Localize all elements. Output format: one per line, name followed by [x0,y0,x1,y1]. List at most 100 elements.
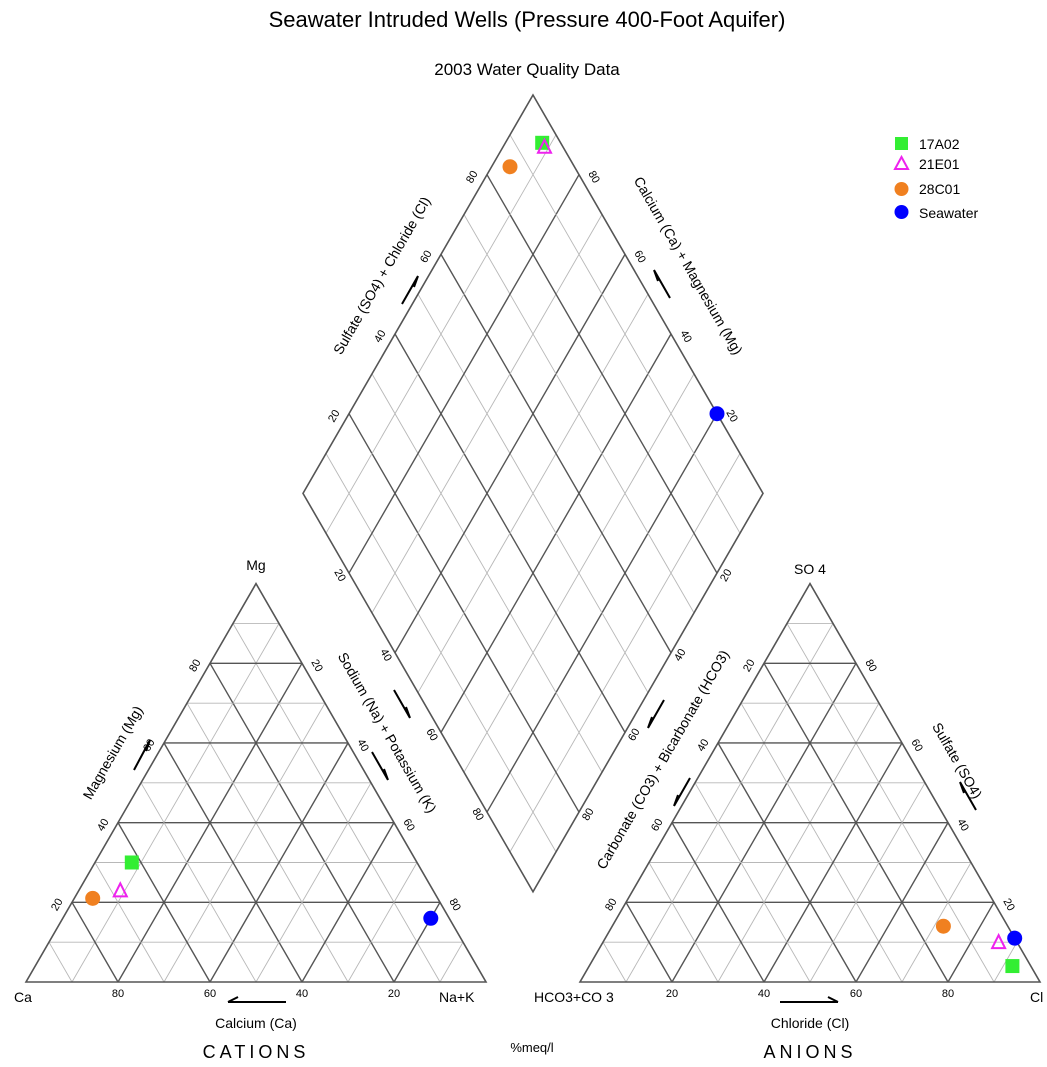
cation-right-tick: 80 [446,897,463,914]
anion-bottom-axis-label: Chloride (Cl) [771,1015,850,1031]
diamond-lower-left-tick: 40 [377,647,394,664]
diamond-gridline [371,214,603,614]
anion-gridline [901,862,972,983]
anion-gridline [648,862,719,983]
anion-bottom-tick: 60 [850,988,862,1000]
cation-point-28c01 [85,890,101,906]
anion-gridline [625,901,673,983]
cation-left-tick: 20 [49,897,66,914]
diamond-gridline [417,293,649,693]
diamond-gridline [394,253,626,654]
anion-left-tick: 20 [741,657,758,674]
diamond-lower-right-tick: 40 [672,647,689,664]
anion-bottom-tick: 40 [758,988,770,1000]
legend-label-28c01: 28C01 [919,181,960,197]
anion-bottom-arrow [780,996,839,1003]
grid-layer [24,93,1042,983]
anions-group-label: ANIONS [763,1042,856,1062]
cation-gridline [71,901,119,983]
cation-gridline [255,782,372,983]
cation-gridline [439,941,464,983]
cation-corner-mg: Mg [246,557,265,573]
anion-right-tick: 40 [954,817,971,834]
diamond-upper-left-tick: 80 [464,169,481,186]
diamond-gridline [348,174,580,574]
diamond-left-arrow [401,275,419,305]
anion-left-arrow [673,777,691,807]
cation-bottom-axis-label: Calcium (Ca) [215,1015,297,1031]
anion-point-28c01 [935,918,951,934]
cation-right-tick: 40 [354,737,371,754]
cation-gridline [117,822,211,983]
legend-marker-17a02 [895,137,908,150]
legend: 17A02 21E01 28C01 Seawater [893,136,978,221]
cation-gridline [71,623,280,983]
cation-corner-nak: Na+K [439,989,475,1005]
diamond-point-28c01 [502,159,518,175]
anion-left-tick: 40 [695,737,712,754]
axis-arrows [133,269,977,1003]
cation-bottom-tick: 20 [388,988,400,1000]
cation-bottom-tick: 80 [112,988,124,1000]
diamond-upper-right-tick: 40 [677,328,694,345]
diamond-lower-right-tick: 60 [626,727,643,744]
diamond-lower-right-tick: 20 [718,567,735,584]
anion-gridline [809,782,926,983]
legend-label-17a02: 17A02 [919,136,960,152]
cation-left-tick: 80 [187,657,204,674]
cation-gridline [163,702,326,983]
diamond-upper-right-tick: 80 [585,169,602,186]
diamond-outline [302,93,764,894]
anion-right-tick: 60 [908,737,925,754]
cation-gridline [186,702,349,983]
legend-label-21e01: 21E01 [919,156,960,172]
cation-gridline [301,822,395,983]
cation-left-axis-label: Magnesium (Mg) [79,703,145,802]
diamond-upper-left-tick: 40 [372,328,389,345]
legend-label-seawater: Seawater [919,205,978,221]
cation-right-arrow [371,751,389,781]
diamond-point-seawater [709,406,725,422]
diamond-upper-left-tick: 60 [418,249,435,266]
anion-right-arrow [959,781,977,811]
diamond-upper-right-tick: 20 [723,408,740,425]
anion-corner-cl: Cl [1030,989,1043,1005]
anion-gridline [947,901,995,983]
anion-point-17a02 [1005,959,1020,974]
diamond-point-21e01 [536,137,553,154]
cation-corner-ca: Ca [14,989,32,1005]
anion-corner-hco3: HCO3+CO 3 [534,989,614,1005]
anion-gridline [855,822,949,983]
diamond-lower-right-arrow [647,699,665,729]
anion-gridline [786,623,995,983]
cation-bottom-tick: 60 [204,988,216,1000]
cation-bottom-tick: 40 [296,988,308,1000]
anion-gridline [694,782,811,983]
anion-gridline [671,822,765,983]
cation-left-arrow [133,739,151,771]
chart-title: Seawater Intruded Wells (Pressure 400-Fo… [269,7,786,32]
label-layer: 80 20 20 80 80 20 20 80 20 80 60 40 40 60 60 40 40 60 40 60… [49,169,1017,1000]
anion-gridline [602,941,627,983]
cation-outline [24,582,488,983]
diamond-lower-left-tick: 80 [469,806,486,823]
anion-corner-so4: SO 4 [794,561,826,577]
cations-group-label: CATIONS [203,1042,310,1062]
cation-gridline [140,782,257,983]
cation-gridline [94,862,165,983]
cation-point-17a02 [124,855,139,870]
unit-label: %meq/l [510,1040,553,1055]
legend-marker-seawater [894,205,909,219]
cation-gridline [232,623,441,983]
anion-gridline [740,702,903,983]
anion-right-tick: 80 [862,657,879,674]
cation-point-seawater [423,910,439,926]
diamond-right-arrow [653,269,671,299]
legend-marker-21e01 [893,154,910,170]
anion-gridline [717,702,880,983]
cation-right-tick: 20 [308,657,325,674]
diamond-lower-left-tick: 20 [331,567,348,584]
cation-point-21e01 [112,881,129,898]
anion-right-axis-label: Sulfate (SO4) [929,720,985,801]
